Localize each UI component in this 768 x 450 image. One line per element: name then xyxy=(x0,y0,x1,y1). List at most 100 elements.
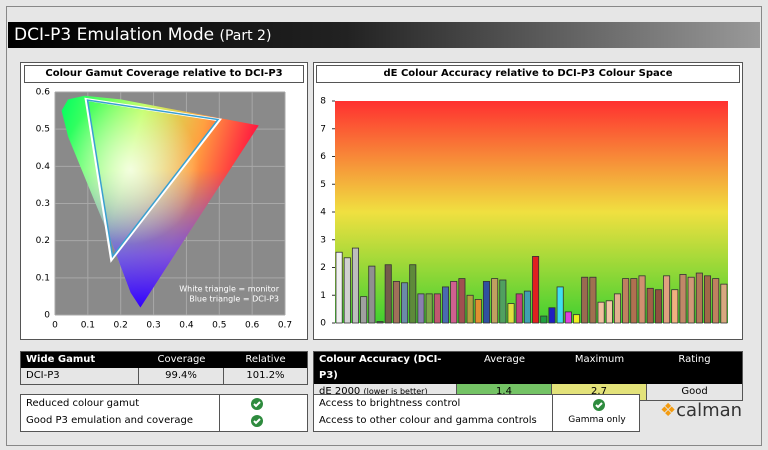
bar xyxy=(499,279,507,324)
table-header: Wide Gamut Coverage Relative xyxy=(21,352,307,368)
x-tick-label: 0.7 xyxy=(278,321,292,331)
bar xyxy=(425,293,433,324)
bar xyxy=(605,300,613,324)
divider xyxy=(219,395,220,431)
bar xyxy=(687,276,695,324)
panel-title: dE Colour Accuracy relative to DCI-P3 Co… xyxy=(316,65,740,83)
y-tick-label: 0.1 xyxy=(36,273,50,283)
bar xyxy=(417,293,425,324)
title: DCI-P3 Emulation Mode xyxy=(14,25,215,45)
bar xyxy=(630,278,638,324)
cell: dE 2000 (lower is better) xyxy=(314,384,457,400)
cell-text: dE 2000 xyxy=(319,386,361,397)
y-tick-label: 0.3 xyxy=(36,199,50,209)
bar xyxy=(368,265,376,324)
y-tick-label: 0.4 xyxy=(36,162,51,172)
bar xyxy=(433,293,441,324)
logo: ❖calman xyxy=(660,400,743,421)
bar xyxy=(458,278,466,324)
bar xyxy=(679,274,687,324)
locus-white xyxy=(61,95,259,308)
accuracy-table: Colour Accuracy (DCI-P3) Average Maximum Ra… xyxy=(313,351,743,401)
bar xyxy=(376,321,384,324)
y-tick-label: 6 xyxy=(320,152,326,162)
bar xyxy=(540,315,548,324)
x-tick-label: 0.4 xyxy=(179,321,194,331)
bar xyxy=(450,280,458,324)
bar xyxy=(409,264,417,324)
cell: 99.4% xyxy=(139,368,224,384)
bar xyxy=(491,278,499,324)
y-tick-label: 5 xyxy=(320,180,326,190)
control-item: Access to other colour and gamma control… xyxy=(319,415,537,426)
annotation: Blue triangle = DCI-P3 xyxy=(189,295,279,304)
x-tick-label: 0 xyxy=(52,321,58,331)
bar xyxy=(507,303,515,324)
bar xyxy=(401,282,409,324)
gamut-table: Wide Gamut Coverage Relative DCI-P3 99.4% 10… xyxy=(20,351,308,385)
header-cell: Rating xyxy=(678,354,711,365)
divider xyxy=(552,395,553,431)
bar xyxy=(613,293,621,324)
bar xyxy=(351,247,359,324)
bar xyxy=(515,293,523,324)
header-cell: Wide Gamut xyxy=(26,354,96,365)
bar xyxy=(360,296,368,324)
y-tick-label: 2 xyxy=(320,263,326,273)
y-tick-label: 0.5 xyxy=(36,125,50,135)
y-tick-label: 0.6 xyxy=(36,88,51,98)
control-status: Gamma only xyxy=(568,415,626,425)
subtitle: (Part 2) xyxy=(219,28,272,44)
gamut-checks: Reduced colour gamut Good P3 emulation a… xyxy=(20,394,308,432)
x-tick-label: 0.2 xyxy=(114,321,128,331)
bar xyxy=(343,257,351,324)
check-item: Reduced colour gamut xyxy=(26,398,140,409)
bar xyxy=(466,294,474,324)
bar xyxy=(704,275,712,324)
bar xyxy=(442,286,450,324)
bar xyxy=(654,289,662,324)
table-header: Colour Accuracy (DCI-P3) Average Maximum Ra… xyxy=(314,352,742,384)
header-cell: Coverage xyxy=(157,354,206,365)
bar xyxy=(581,276,589,324)
bar xyxy=(523,290,531,324)
header-cell: Maximum xyxy=(574,354,625,365)
spectral-locus xyxy=(61,95,259,308)
bar xyxy=(695,272,703,324)
x-tick-label: 0.3 xyxy=(146,321,160,331)
cell: DCI-P3 xyxy=(21,368,139,384)
bar xyxy=(663,275,671,324)
x-tick-label: 0.5 xyxy=(212,321,226,331)
panel-title: Colour Gamut Coverage relative to DCI-P3 xyxy=(24,65,304,83)
bar xyxy=(548,307,556,324)
frame xyxy=(6,6,762,446)
y-tick-label: 0.2 xyxy=(36,236,50,246)
bar xyxy=(573,314,581,324)
bar xyxy=(474,299,482,324)
bar xyxy=(589,276,597,324)
bar xyxy=(482,280,490,324)
bar xyxy=(384,264,392,324)
title-bar: DCI-P3 Emulation Mode (Part 2) xyxy=(8,22,760,48)
y-tick-label: 4 xyxy=(320,208,326,218)
bar xyxy=(720,283,728,324)
logo-text: calman xyxy=(676,400,743,421)
header-cell: Average xyxy=(483,354,526,365)
y-tick-label: 3 xyxy=(320,235,326,245)
y-tick-label: 1 xyxy=(320,291,326,301)
y-tick-label: 8 xyxy=(320,97,326,107)
check-icon xyxy=(593,399,605,411)
bar xyxy=(638,275,646,324)
bar xyxy=(556,286,564,324)
annotation: White triangle = monitor xyxy=(179,285,279,294)
header-cell: Colour Accuracy (DCI-P3) xyxy=(319,354,442,381)
control-item: Access to brightness control xyxy=(319,398,461,409)
bar xyxy=(622,278,630,324)
bar xyxy=(335,251,343,324)
cell: 101.2% xyxy=(246,370,285,381)
y-tick-label: 0 xyxy=(320,319,326,329)
gamut-triangle xyxy=(86,99,220,259)
y-tick-label: 0 xyxy=(44,311,50,321)
